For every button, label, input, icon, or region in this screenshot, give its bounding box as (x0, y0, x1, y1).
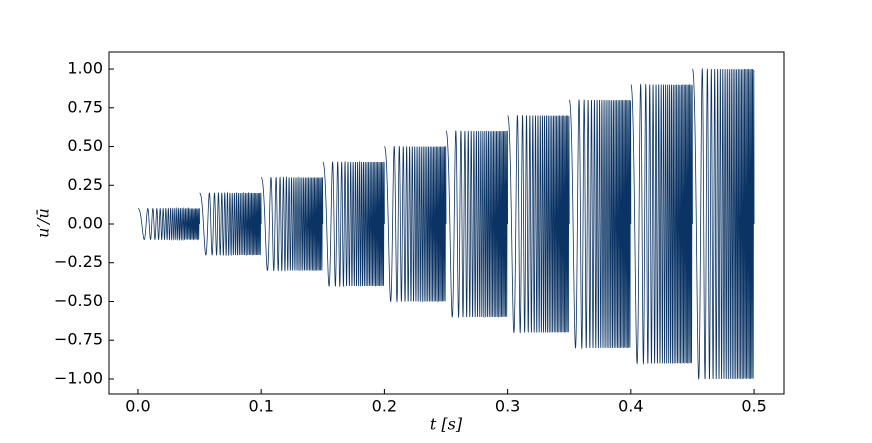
signal-segment (261, 176, 324, 272)
signal-segment (569, 98, 632, 350)
y-tick-label: −0.75 (54, 330, 103, 349)
y-tick-label: 0.50 (67, 136, 103, 155)
y-axis-label: u′/ū (34, 208, 53, 238)
signal-segment (692, 67, 755, 380)
signal-segment (137, 206, 200, 242)
x-tick-label: 0.4 (618, 397, 643, 416)
y-tick-label: −1.00 (54, 368, 103, 387)
x-tick-label: 0.5 (741, 397, 766, 416)
x-tick-label: 0.3 (495, 397, 520, 416)
x-tick-label: 0.0 (125, 397, 150, 416)
y-tick-label: 1.00 (67, 59, 103, 78)
x-tick-label: 0.2 (372, 397, 397, 416)
y-tick-label: 0.75 (67, 97, 103, 116)
signal-segment (507, 114, 570, 334)
signal-segment (384, 145, 447, 303)
y-tick-label: −0.50 (54, 291, 103, 310)
y-tick-label: −0.25 (54, 252, 103, 271)
plot-frame (108, 51, 785, 395)
y-tick-label: 0.25 (67, 175, 103, 194)
signal-segment (199, 191, 262, 257)
signal-segment (630, 83, 693, 365)
signal-segment (322, 160, 385, 288)
x-axis-label: t [s] (430, 415, 463, 434)
y-tick-label: 0.00 (67, 214, 103, 233)
x-tick-label: 0.1 (248, 397, 273, 416)
signal-segment (445, 130, 509, 319)
